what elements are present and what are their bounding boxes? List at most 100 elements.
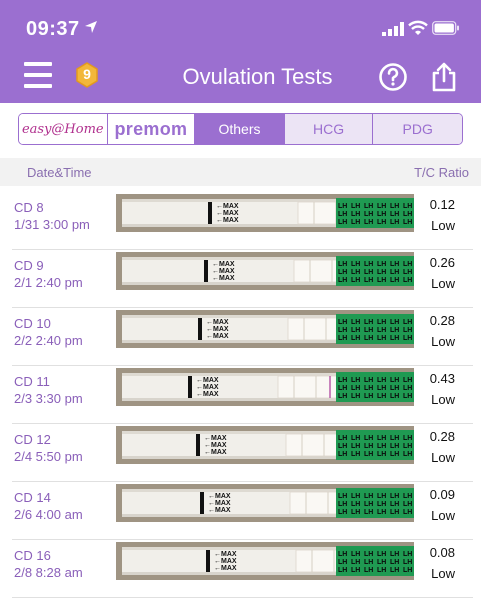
coin-badge-icon[interactable] [74, 62, 100, 88]
menu-icon[interactable] [24, 62, 52, 88]
lh-level: Low [431, 276, 455, 291]
svg-text:LH: LH [364, 377, 373, 384]
svg-text:←MAX: ←MAX [196, 377, 219, 384]
list-column-header: Date&Time T/C Ratio [0, 158, 481, 186]
svg-text:LH: LH [403, 211, 412, 218]
svg-text:←MAX: ←MAX [216, 217, 239, 224]
svg-text:LH: LH [390, 327, 399, 334]
svg-text:←MAX: ←MAX [196, 391, 219, 398]
share-icon[interactable] [430, 62, 458, 92]
segment-easy-at-home[interactable]: easy@Home [19, 114, 108, 144]
test-row[interactable]: CD 10 2/2 2:40 pm 0.28 Low ←MAX ←MAX ←MAX LH LH L… [0, 308, 481, 366]
svg-text:LH: LH [364, 567, 373, 574]
svg-text:LH: LH [351, 211, 360, 218]
svg-text:LH: LH [364, 327, 373, 334]
svg-text:LH: LH [351, 509, 360, 516]
svg-text:LH: LH [338, 277, 347, 284]
svg-text:LH: LH [377, 277, 386, 284]
test-row[interactable]: CD 11 2/3 3:30 pm 0.43 Low ←MAX ←MAX ←MAX LH LH L… [0, 366, 481, 424]
svg-text:LH: LH [377, 269, 386, 276]
svg-text:LH: LH [377, 493, 386, 500]
svg-text:LH: LH [351, 335, 360, 342]
svg-text:LH: LH [403, 261, 412, 268]
test-row[interactable]: CD 9 2/1 2:40 pm 0.26 Low ←MAX ←MAX ←MAX LH LH LH… [0, 250, 481, 308]
premom-logo: premom [114, 118, 188, 139]
location-arrow-icon [85, 21, 97, 33]
cycle-day: CD 16 [14, 548, 51, 563]
segment-hcg[interactable]: HCG [284, 114, 374, 144]
help-icon[interactable] [378, 62, 408, 92]
test-datetime: 1/31 3:00 pm [14, 217, 90, 232]
svg-text:←MAX: ←MAX [214, 565, 237, 572]
segment-others-label: Others [218, 121, 261, 137]
test-row[interactable]: CD 12 2/4 5:50 pm 0.28 Low ←MAX ←MAX ←MAX LH LH L… [0, 424, 481, 482]
svg-text:LH: LH [377, 385, 386, 392]
svg-text:LH: LH [351, 203, 360, 210]
svg-text:LH: LH [351, 219, 360, 226]
svg-text:LH: LH [338, 203, 347, 210]
svg-text:LH: LH [364, 385, 373, 392]
segment-premom[interactable]: premom [107, 114, 196, 144]
svg-text:LH: LH [364, 501, 373, 508]
svg-text:LH: LH [364, 435, 373, 442]
row-divider [12, 307, 473, 308]
svg-text:LH: LH [390, 393, 399, 400]
test-datetime: 2/4 5:50 pm [14, 449, 83, 464]
svg-text:LH: LH [364, 261, 373, 268]
svg-text:LH: LH [351, 377, 360, 384]
test-datetime: 2/1 2:40 pm [14, 275, 83, 290]
svg-text:LH: LH [351, 501, 360, 508]
svg-text:LH: LH [338, 261, 347, 268]
row-divider [12, 365, 473, 366]
svg-text:LH: LH [351, 277, 360, 284]
test-row[interactable]: CD 14 2/6 4:00 am 0.09 Low ←MAX ←MAX ←MAX LH LH L… [0, 482, 481, 540]
segment-pdg[interactable]: PDG [373, 114, 462, 144]
test-datetime: 2/3 3:30 pm [14, 391, 83, 406]
svg-text:LH: LH [377, 451, 386, 458]
svg-text:LH: LH [390, 567, 399, 574]
svg-text:LH: LH [364, 319, 373, 326]
svg-text:LH: LH [351, 385, 360, 392]
lh-level: Low [431, 334, 455, 349]
svg-text:LH: LH [351, 559, 360, 566]
svg-text:LH: LH [403, 327, 412, 334]
svg-text:LH: LH [351, 551, 360, 558]
page-title: Ovulation Tests [182, 64, 333, 89]
svg-text:LH: LH [377, 443, 386, 450]
column-date-time: Date&Time [27, 165, 92, 180]
svg-text:LH: LH [377, 319, 386, 326]
test-row[interactable]: CD 16 2/8 8:28 am 0.08 Low ←MAX ←MAX ←MAX LH LH L… [0, 540, 481, 598]
svg-text:←MAX: ←MAX [212, 275, 235, 282]
svg-text:LH: LH [338, 567, 347, 574]
tc-ratio-value: 0.26 [429, 255, 455, 270]
svg-text:LH: LH [377, 551, 386, 558]
svg-text:LH: LH [364, 393, 373, 400]
segment-pdg-label: PDG [402, 121, 433, 137]
svg-text:LH: LH [403, 203, 412, 210]
svg-text:LH: LH [390, 203, 399, 210]
lh-level: Low [431, 450, 455, 465]
svg-text:LH: LH [338, 443, 347, 450]
svg-text:LH: LH [390, 501, 399, 508]
svg-text:LH: LH [377, 509, 386, 516]
svg-text:LH: LH [338, 501, 347, 508]
tc-ratio-value: 0.12 [429, 197, 455, 212]
svg-text:←MAX: ←MAX [214, 558, 237, 565]
segment-others[interactable]: Others [195, 114, 285, 144]
svg-text:LH: LH [390, 211, 399, 218]
svg-text:LH: LH [351, 393, 360, 400]
svg-text:LH: LH [403, 451, 412, 458]
cycle-day: CD 14 [14, 490, 51, 505]
test-row[interactable]: CD 8 1/31 3:00 pm 0.12 Low ←MAX ←MAX ←MAX LH LH L… [0, 192, 481, 250]
svg-text:LH: LH [364, 551, 373, 558]
svg-text:←MAX: ←MAX [206, 326, 229, 333]
brand-segmented-control: easy@Home premom Others HCG PDG [18, 113, 463, 145]
svg-text:LH: LH [390, 509, 399, 516]
